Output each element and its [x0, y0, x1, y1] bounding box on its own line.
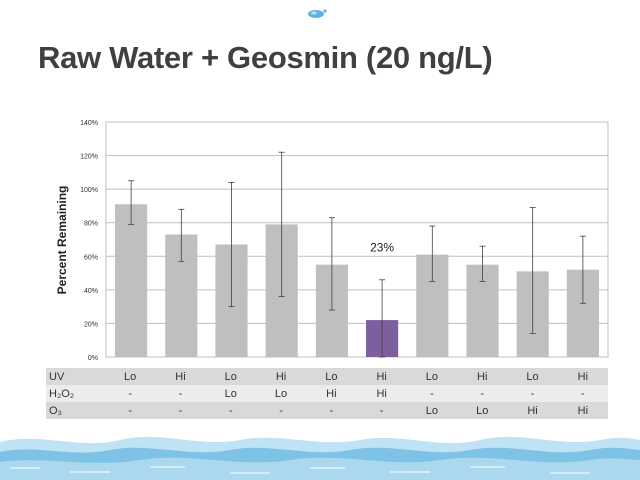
y-axis-ticks: 0% 20% 40% 60% 80% 100% 120% 140%	[80, 120, 98, 362]
error-bar	[529, 207, 536, 334]
factor-cell: Hi	[457, 368, 508, 385]
error-bars	[128, 151, 586, 358]
factor-row-o3: O₃ - - - - - - Lo Lo Hi Hi	[46, 402, 608, 419]
error-bar	[278, 151, 285, 297]
error-bar	[429, 225, 436, 282]
water-drop-logo-icon	[308, 9, 327, 18]
factor-cell: Lo	[105, 368, 156, 385]
y-axis-label: Percent Remaining	[55, 186, 69, 295]
y-tick-label: 60%	[84, 254, 98, 261]
factor-cell: -	[255, 402, 307, 419]
factor-cell: Hi	[155, 368, 206, 385]
error-bar	[228, 182, 235, 308]
factor-cell: -	[557, 385, 608, 402]
factor-cell: Hi	[356, 385, 407, 402]
factor-row-uv: UV Lo Hi Lo Hi Lo Hi Lo Hi Lo Hi	[46, 368, 608, 385]
factor-cell: Lo	[457, 402, 508, 419]
factor-cell: -	[457, 385, 508, 402]
factor-cell: Hi	[507, 402, 558, 419]
factor-cell: Lo	[255, 385, 307, 402]
y-tick-label: 20%	[84, 321, 98, 328]
factor-cell: -	[105, 385, 156, 402]
treatment-factor-table: UV Lo Hi Lo Hi Lo Hi Lo Hi Lo Hi H₂O₂ - - Lo Lo Hi Hi - - - -…	[46, 368, 608, 419]
factor-row-label: UV	[46, 368, 105, 385]
error-bar	[579, 235, 586, 304]
factor-cell: -	[205, 402, 256, 419]
factor-cell: Lo	[205, 368, 256, 385]
y-tick-label: 40%	[84, 288, 98, 295]
factor-cell: Lo	[507, 368, 558, 385]
factor-cell: Hi	[306, 385, 357, 402]
bar-annotation-label: 23%	[370, 240, 394, 254]
factor-cell: Hi	[557, 368, 608, 385]
factor-cell: -	[507, 385, 558, 402]
factor-cell: -	[155, 385, 206, 402]
factor-cell: Hi	[356, 368, 407, 385]
factor-cell: Lo	[205, 385, 256, 402]
error-bar	[128, 180, 135, 225]
slide-title: Raw Water + Geosmin (20 ng/L)	[38, 40, 493, 75]
factor-cell: -	[356, 402, 407, 419]
error-bar	[479, 245, 486, 282]
water-waves-decoration	[0, 428, 640, 480]
factor-row-label: H₂O₂	[46, 385, 105, 402]
y-tick-label: 120%	[80, 154, 98, 161]
factor-cell: -	[306, 402, 357, 419]
factor-cell: Lo	[406, 402, 458, 419]
y-tick-label: 0%	[88, 355, 98, 362]
factor-cell: -	[105, 402, 156, 419]
factor-cell: Hi	[255, 368, 307, 385]
factor-cell: -	[406, 385, 458, 402]
factor-cell: Hi	[557, 402, 608, 419]
error-bar	[178, 208, 185, 262]
y-tick-label: 100%	[80, 187, 98, 194]
factor-row-h2o2: H₂O₂ - - Lo Lo Hi Hi - - - -	[46, 385, 608, 402]
bar	[115, 204, 148, 357]
error-bar	[328, 217, 335, 311]
error-bar	[379, 279, 386, 358]
y-tick-label: 140%	[80, 120, 98, 127]
factor-row-label: O₃	[46, 402, 105, 419]
factor-cell: Lo	[406, 368, 458, 385]
y-tick-label: 80%	[84, 221, 98, 228]
factor-cell: Lo	[306, 368, 357, 385]
factor-cell: -	[155, 402, 206, 419]
